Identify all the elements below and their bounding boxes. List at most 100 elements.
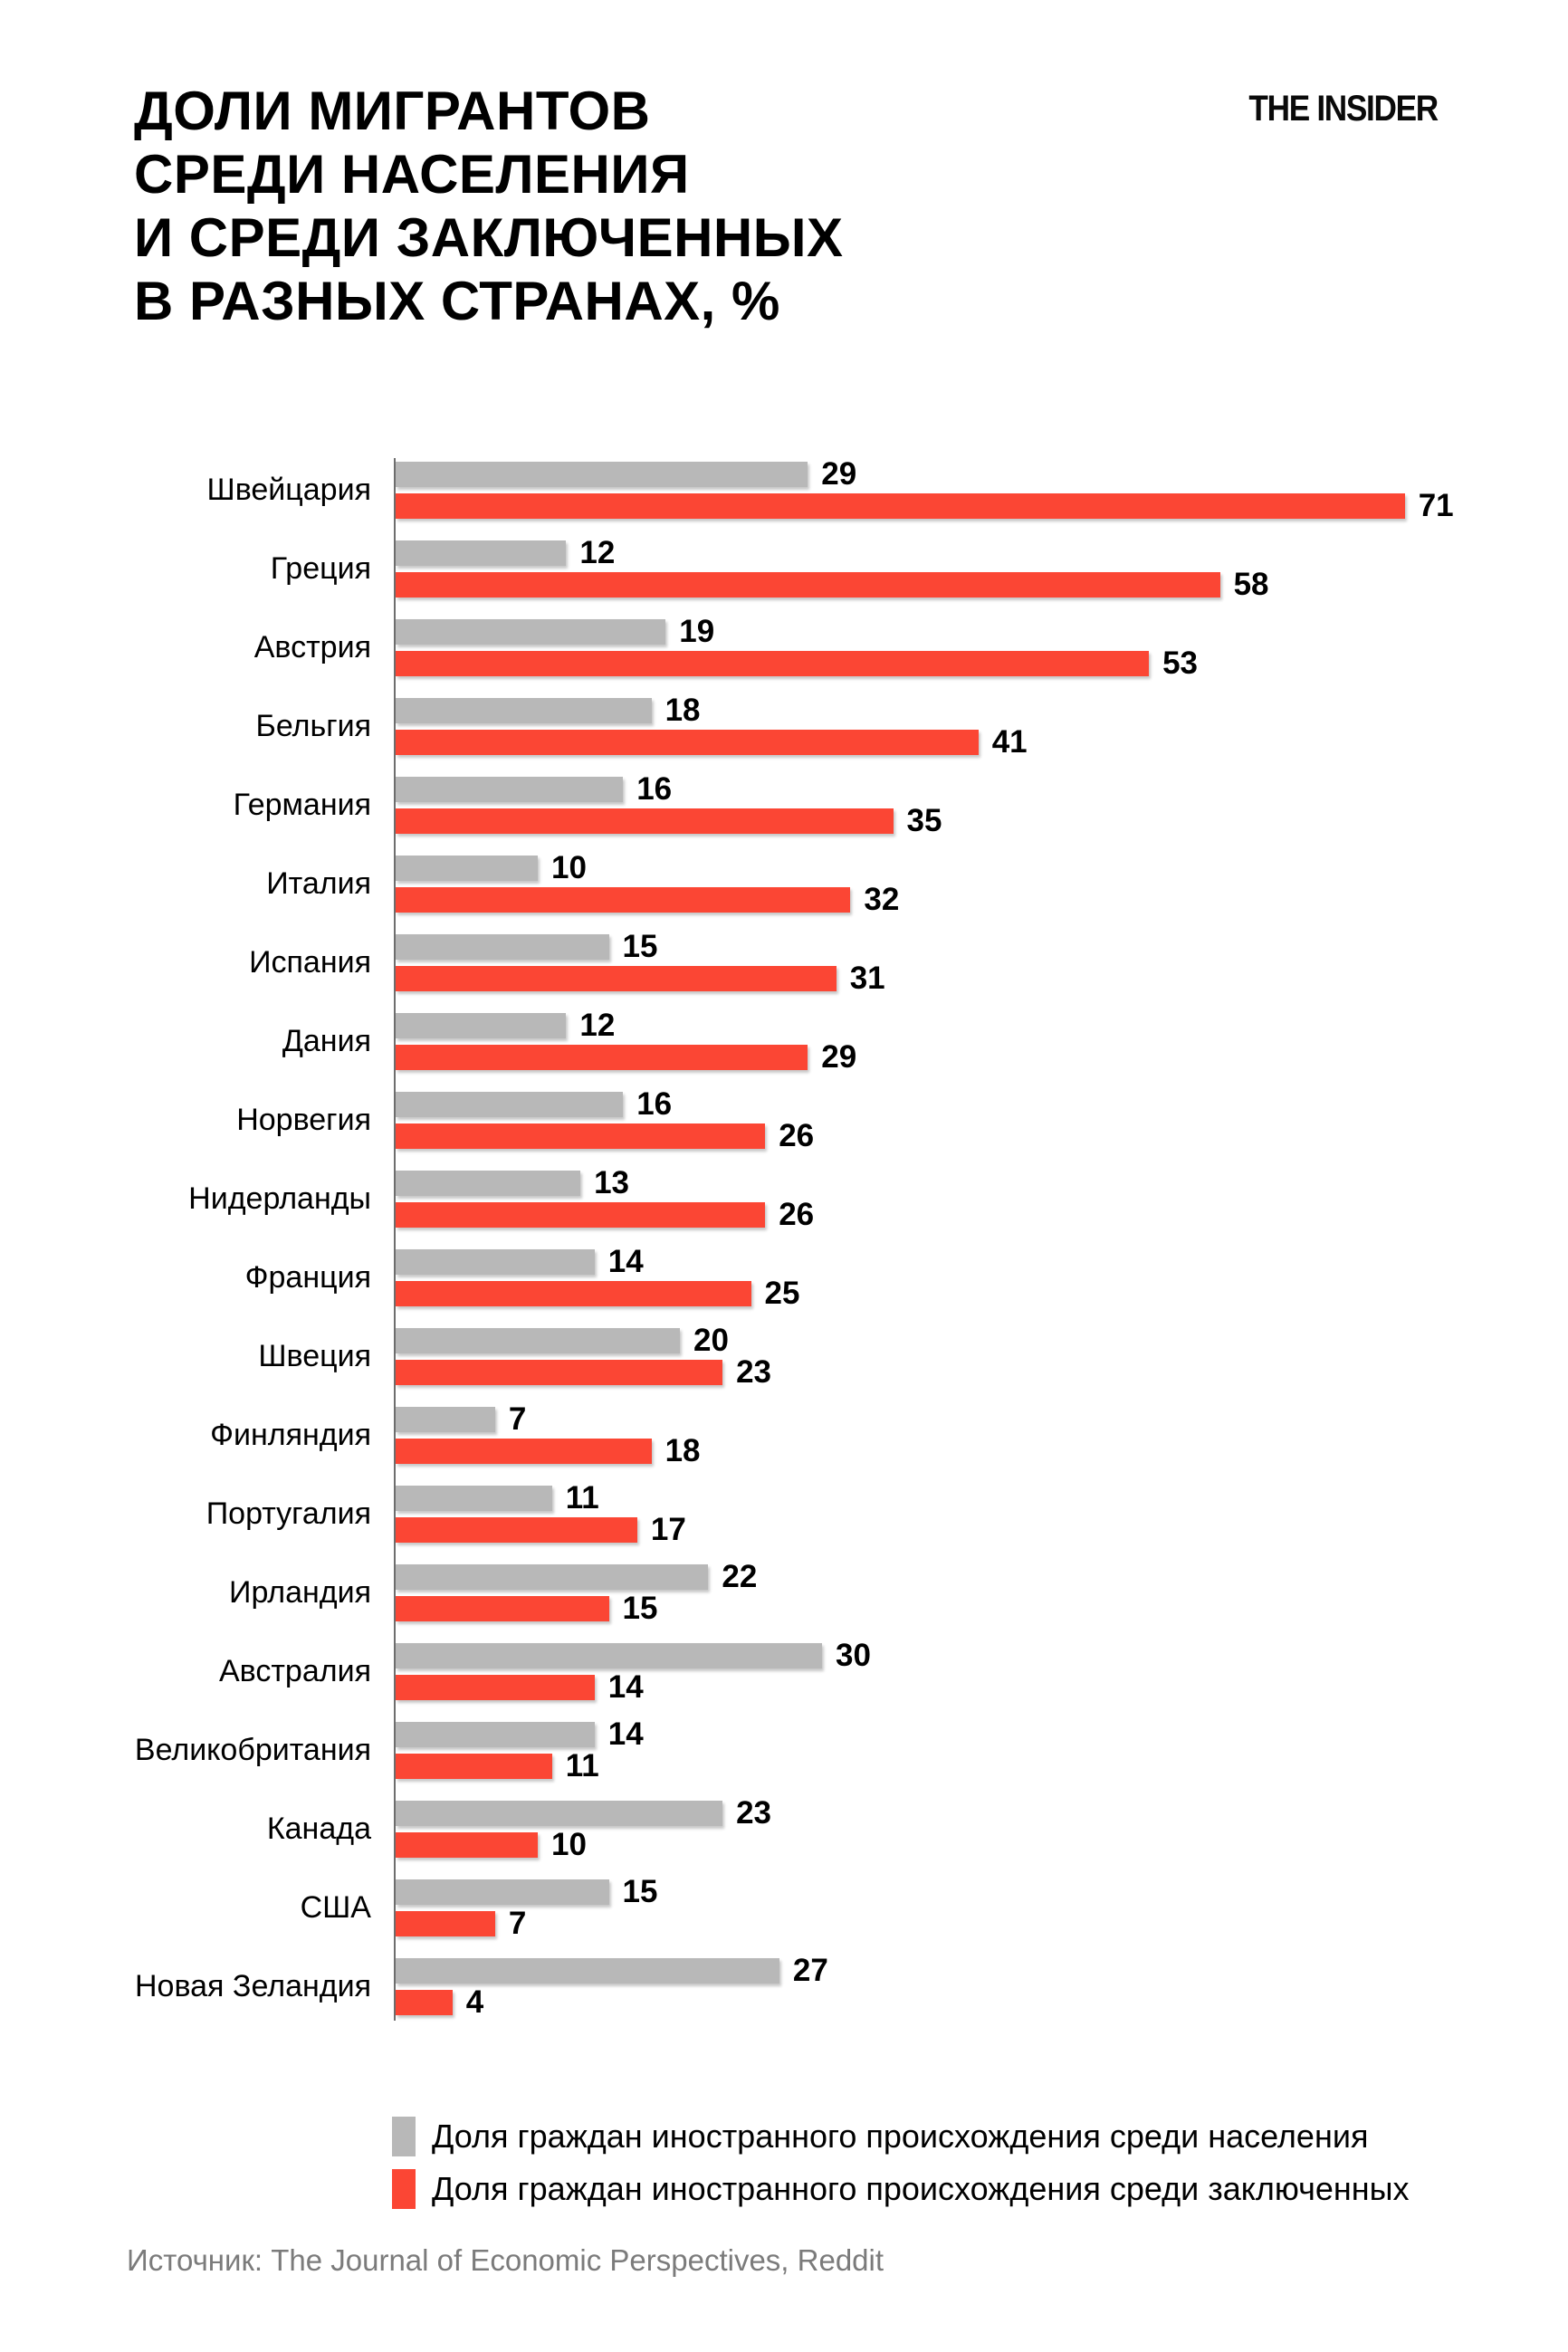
value-label: 41: [991, 724, 1028, 760]
population-swatch-icon: [392, 2117, 416, 2156]
value-label: 31: [849, 961, 885, 996]
chart-row: Канада 23 10: [267, 1795, 1568, 1862]
value-label: 23: [736, 1795, 772, 1831]
value-label: 13: [594, 1165, 630, 1200]
bar-population: [396, 1879, 609, 1905]
value-label: 23: [736, 1354, 772, 1390]
bar-prisoners: [396, 966, 837, 991]
value-label: 26: [779, 1197, 815, 1232]
bar-prisoners: [396, 1123, 766, 1149]
chart-row: Италия 10 32: [266, 850, 1568, 917]
chart-row: Германия 16 35: [234, 771, 1568, 838]
chart-row: Франция 14 25: [245, 1244, 1568, 1311]
bar-prisoners: [396, 1517, 637, 1543]
value-label: 4: [465, 1984, 484, 2020]
value-label: 18: [664, 693, 701, 728]
chart-row: Финляндия 7 18: [210, 1401, 1568, 1468]
category-label: Нидерланды: [188, 1181, 371, 1216]
chart-row: Австралия 30 14: [219, 1638, 1568, 1705]
category-label: Швеция: [258, 1339, 371, 1373]
chart-row: Греция 12 58: [271, 535, 1568, 602]
value-label: 18: [664, 1433, 701, 1468]
chart-row: США 15 7: [301, 1874, 1568, 1941]
category-label: Германия: [233, 788, 371, 822]
bar-population: [396, 540, 567, 566]
category-label: Португалия: [206, 1496, 371, 1531]
category-label: Ирландия: [229, 1575, 371, 1610]
title-line-3: И СРЕДИ ЗАКЛЮЧЕННЫХ: [134, 207, 844, 268]
value-label: 15: [622, 929, 658, 964]
value-label: 71: [1418, 488, 1454, 523]
category-label: Великобритания: [134, 1733, 371, 1767]
bar-prisoners: [396, 1675, 595, 1700]
bar-prisoners: [396, 1360, 723, 1385]
bar-population: [396, 1801, 723, 1826]
bar-population: [396, 1249, 595, 1275]
value-label: 58: [1233, 567, 1269, 602]
value-label: 11: [565, 1480, 599, 1515]
chart-title: ДОЛИ МИГРАНТОВ СРЕДИ НАСЕЛЕНИЯ И СРЕДИ З…: [134, 80, 844, 333]
category-label: Греция: [270, 551, 371, 586]
category-label: Канада: [266, 1812, 371, 1846]
bar-population: [396, 1092, 624, 1117]
grouped-bar-chart: Швейцария 29 71 Греция 12 58 Австрия 19 53 Бельги…: [135, 456, 1568, 2021]
bar-population: [396, 1486, 552, 1511]
category-label: Новая Зеландия: [135, 1969, 371, 2003]
legend-label-population: Доля граждан иностранного происхождения …: [432, 2118, 1369, 2155]
chart-row: Испания 15 31: [249, 929, 1568, 996]
bar-prisoners: [396, 1832, 538, 1858]
bar-prisoners: [396, 1281, 751, 1306]
bar-prisoners: [396, 1202, 766, 1228]
value-label: 29: [821, 1039, 857, 1075]
category-label: Норвегия: [236, 1103, 371, 1137]
bar-prisoners: [396, 1990, 453, 2015]
bar-prisoners: [396, 1439, 652, 1464]
bar-prisoners: [396, 730, 979, 755]
value-label: 12: [579, 535, 616, 570]
value-label: 30: [836, 1638, 871, 1673]
bar-population: [396, 1643, 822, 1668]
value-label: 16: [636, 1086, 673, 1122]
value-label: 14: [607, 1716, 644, 1752]
chart-row: Швейцария 29 71: [207, 456, 1568, 523]
category-label: Франция: [244, 1260, 371, 1295]
value-label: 19: [679, 614, 715, 649]
bar-population: [396, 1407, 495, 1432]
value-label: 12: [579, 1008, 616, 1043]
prisoners-swatch-icon: [392, 2169, 416, 2209]
category-label: США: [300, 1890, 371, 1925]
category-label: Финляндия: [210, 1418, 371, 1452]
legend-item-population: Доля граждан иностранного происхождения …: [392, 2117, 1410, 2156]
bar-prisoners: [396, 887, 851, 913]
bar-prisoners: [396, 1754, 552, 1779]
bar-population: [396, 1328, 680, 1353]
chart-row: Норвегия 16 26: [236, 1086, 1568, 1153]
category-label: Италия: [266, 866, 371, 901]
the-insider-logo: THE INSIDER: [1248, 89, 1439, 129]
bar-population: [396, 1171, 581, 1196]
chart-row: Дания 12 29: [282, 1008, 1568, 1075]
bar-prisoners: [396, 1045, 808, 1070]
value-label: 27: [792, 1953, 828, 1988]
value-label: 35: [906, 803, 942, 838]
chart-row: Бельгия 18 41: [256, 693, 1568, 760]
y-axis-line: [394, 458, 396, 2021]
bar-population: [396, 462, 808, 487]
bar-prisoners: [396, 1911, 495, 1936]
bar-prisoners: [396, 808, 894, 834]
value-label: 29: [821, 456, 857, 492]
bar-population: [396, 1722, 595, 1747]
category-label: Австралия: [219, 1654, 371, 1688]
chart-row: Великобритания 14 11: [135, 1716, 1568, 1783]
value-label: 53: [1162, 645, 1199, 681]
chart-legend: Доля граждан иностранного происхождения …: [392, 2117, 1410, 2222]
chart-row: Нидерланды 13 26: [188, 1165, 1568, 1232]
category-label: Бельгия: [255, 709, 371, 743]
value-label: 11: [565, 1748, 599, 1783]
value-label: 15: [622, 1874, 658, 1909]
category-label: Испания: [249, 945, 371, 980]
bar-population: [396, 856, 538, 881]
value-label: 17: [650, 1512, 686, 1547]
chart-row: Швеция 20 23: [258, 1323, 1568, 1390]
